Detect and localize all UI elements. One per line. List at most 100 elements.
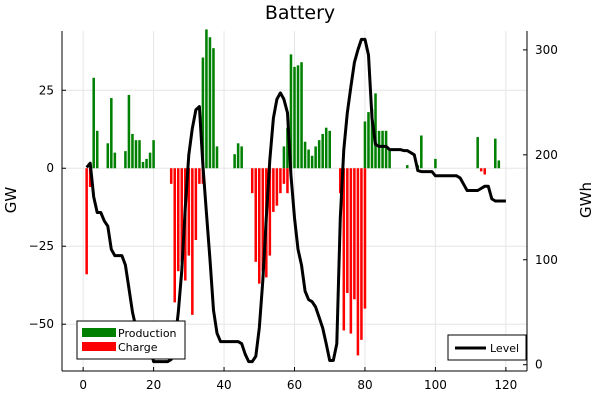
charge-bar xyxy=(254,168,258,262)
x-tick-label: 80 xyxy=(357,378,372,392)
legend-right: Level xyxy=(447,334,527,361)
production-bar xyxy=(307,149,310,169)
y2-tick-label: 300 xyxy=(535,43,558,57)
production-bar xyxy=(434,158,437,169)
production-bar xyxy=(106,143,110,169)
production-bar xyxy=(134,140,138,169)
production-bar xyxy=(201,57,205,169)
production-bar xyxy=(367,112,370,169)
y2-tick-label: 100 xyxy=(535,253,558,267)
production-bar xyxy=(314,146,317,169)
charge-bar xyxy=(261,168,265,272)
production-bar xyxy=(282,146,286,169)
charge-bar xyxy=(194,168,198,240)
production-bar xyxy=(370,108,374,169)
charge-bar xyxy=(360,168,363,340)
x-tick-label: 100 xyxy=(424,378,447,392)
charge-bar xyxy=(339,168,342,194)
charge-bar xyxy=(356,168,360,356)
production-bars xyxy=(92,29,501,169)
production-bar xyxy=(296,65,300,169)
charge-bar xyxy=(272,168,275,212)
charge-bar xyxy=(363,168,367,309)
production-bar xyxy=(236,143,240,169)
chart-title: Battery xyxy=(265,2,335,24)
production-bar xyxy=(497,160,501,169)
production-bar xyxy=(303,141,307,169)
x-tick-label: 20 xyxy=(146,378,161,392)
production-bar xyxy=(328,130,331,169)
y-tick-label: −25 xyxy=(29,239,54,253)
x-tick-label: 40 xyxy=(216,378,231,392)
legend-swatch-charge xyxy=(82,342,116,351)
production-bar xyxy=(138,140,141,169)
charge-bar xyxy=(176,168,180,272)
production-bar xyxy=(208,37,212,169)
charge-bar xyxy=(282,168,286,184)
charge-bar xyxy=(198,168,201,184)
production-bar xyxy=(113,152,117,169)
production-bar xyxy=(300,62,303,169)
charge-bar xyxy=(483,168,486,175)
legend-label-charge: Charge xyxy=(118,341,158,354)
x-tick-label: 120 xyxy=(494,378,517,392)
production-bar xyxy=(374,93,377,169)
production-bar xyxy=(127,94,131,169)
charge-bar xyxy=(346,168,349,294)
charge-bar xyxy=(353,168,356,300)
level-line xyxy=(85,37,506,364)
charge-bar xyxy=(88,168,92,187)
production-bar xyxy=(405,165,409,169)
production-bar xyxy=(215,146,219,169)
production-bar xyxy=(324,127,328,169)
charge-bar xyxy=(268,168,272,256)
charge-bar xyxy=(180,168,184,262)
x-tick-label: 60 xyxy=(287,378,302,392)
production-bar xyxy=(95,130,99,169)
production-bar xyxy=(145,158,148,169)
production-bar xyxy=(377,130,381,169)
charge-bar xyxy=(191,168,194,315)
production-bar xyxy=(205,29,208,169)
production-bar xyxy=(310,155,314,169)
production-bar xyxy=(317,140,321,169)
charge-bar xyxy=(342,168,346,331)
production-bar xyxy=(363,121,367,169)
production-bar xyxy=(286,127,289,169)
charge-bar xyxy=(349,168,353,334)
production-bar xyxy=(110,98,113,169)
production-bar xyxy=(321,133,324,169)
y-tick-label: 0 xyxy=(46,161,54,175)
production-bar xyxy=(124,151,127,169)
legend-label-level: Level xyxy=(490,342,519,355)
plot-frame xyxy=(61,31,528,372)
production-bar xyxy=(381,130,384,169)
legend-left: Production Charge xyxy=(76,320,186,360)
level-line-layer xyxy=(85,37,506,364)
production-bar xyxy=(476,137,479,169)
tick-labels: 0 20 40 60 80 100 120 −50 −25 0 25 0 100 200 300 xyxy=(29,43,558,392)
y-axis-label: GW xyxy=(2,187,20,214)
x-tick-label: 0 xyxy=(79,378,87,392)
charge-bar xyxy=(85,168,88,275)
charge-bar xyxy=(258,168,261,284)
legend-label-production: Production xyxy=(118,327,177,340)
production-bar xyxy=(388,149,391,169)
production-bar xyxy=(494,138,497,169)
production-bar xyxy=(384,130,388,169)
legend-left-box xyxy=(76,320,186,360)
production-bar xyxy=(293,66,296,169)
production-bar xyxy=(92,77,95,169)
production-bar xyxy=(152,140,155,169)
y-tick-label: −50 xyxy=(29,317,54,331)
production-bar xyxy=(141,162,145,169)
legend-swatch-production xyxy=(82,328,116,337)
charge-bar xyxy=(250,168,254,194)
production-bar xyxy=(233,154,236,169)
production-bar xyxy=(148,152,152,169)
y-tick-label: 25 xyxy=(39,83,54,97)
y2-axis-label: GWh xyxy=(577,182,595,218)
y2-tick-label: 0 xyxy=(535,358,543,372)
charge-bar xyxy=(169,168,173,184)
